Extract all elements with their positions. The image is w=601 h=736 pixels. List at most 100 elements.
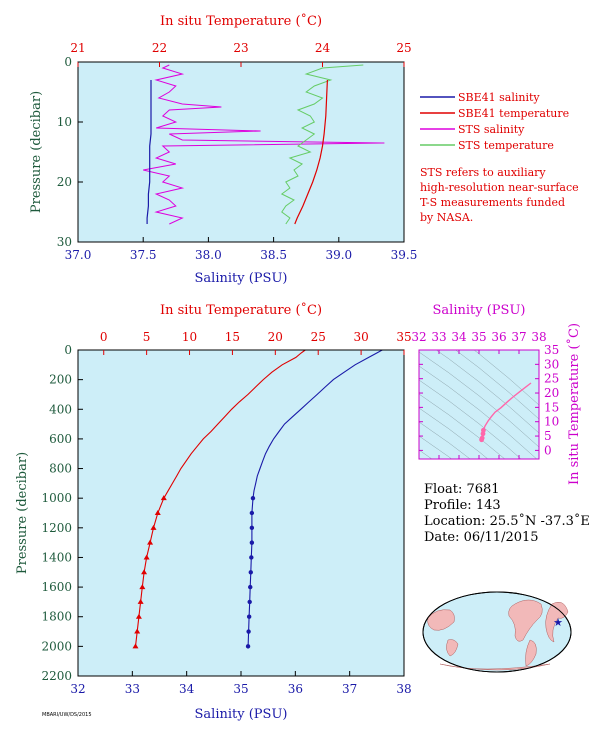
salinity-marker [246,614,252,619]
ts-x-tick-label: 38 [531,330,546,344]
temperature-marker [132,643,139,649]
bottom-x2-tick-label: 0 [100,330,108,344]
bottom-x-tick-label: 33 [125,682,140,696]
bottom-x2-tick-label: 15 [225,330,240,344]
ts-plot-area [419,350,539,459]
top-x2-tick-label: 21 [70,41,85,55]
map-land-south-america [525,639,537,667]
sts-note-line-2: high-resolution near-surface [420,181,579,194]
map-border [422,591,572,673]
density-contour [419,421,471,459]
temperature-marker [147,539,154,545]
location-text: Location: 25.5˚N -37.3˚E [424,513,590,529]
ts-y-tick-label: 5 [544,429,552,443]
top-y-tick-label: 0 [64,55,72,69]
ts-y-tick-label: 10 [544,415,559,429]
bottom-x-tick-label: 38 [396,682,411,696]
top-series-sts-salinity [143,64,385,225]
bottom-y-tick-label: 0 [64,343,72,357]
top-ticks-group: 37.0 37.5 38.0 38.5 39.0 39.5 21 22 23 24 25 0 10 20 3… [57,41,418,262]
top-x2-tick-label: 23 [233,41,248,55]
top-x2-tick-label: 22 [152,41,167,55]
temperature-marker [143,554,150,560]
top-x2-tick-label: 25 [396,41,411,55]
salinity-marker [249,510,255,516]
ts-point [479,435,485,441]
sts-note: STS refers to auxiliary high-resolution … [420,166,579,224]
ts-x-tick-label: 35 [471,330,486,344]
legend-label-sts-salinity: STS salinity [458,123,525,136]
bottom-x-tick-label: 32 [70,682,85,696]
ts-x-tick-label: 37 [511,330,526,344]
ts-point [481,427,486,433]
top-x-tick-label: 39.0 [325,248,352,262]
bottom-x2-tick-label: 30 [353,330,368,344]
bottom-y-label: Pressure (decibar) [15,452,30,574]
top-series-group [143,64,385,225]
top-series-sts-temperature [280,64,364,225]
bottom-x2-tick-label: 5 [143,330,151,344]
bottom-y-tick-label: 1200 [41,521,72,535]
ts-y-tick-label: 20 [544,386,559,400]
density-contour [436,350,539,434]
density-contour [455,350,539,420]
legend-label-sts-temperature: STS temperature [458,139,554,152]
bottom-temperature-line [134,349,306,647]
bottom-x-label: Salinity (PSU) [195,707,288,722]
ts-x-tick-label: 36 [491,330,506,344]
ts-x-label: Salinity (PSU) [433,303,526,318]
top-x-tick-label: 39.5 [391,248,418,262]
salinity-marker [247,599,252,605]
top-x-tick-label: 38.5 [260,248,287,262]
sts-note-line-4: by NASA. [420,211,473,224]
ts-series-group [479,382,532,443]
ts-x-tick-label: 34 [451,330,467,344]
bottom-y-tick-label: 200 [49,373,72,387]
bottom-x-tick-label: 35 [233,682,248,696]
density-contour [419,435,453,459]
ts-y-tick-label: 15 [544,400,559,414]
density-contour [419,351,539,448]
date-text: Date: 06/11/2015 [424,530,539,545]
sts-note-line-3: T-S measurements funded [420,196,565,209]
bottom-x2-tick-label: 25 [311,330,326,344]
ts-y-tick-label: 35 [544,343,559,357]
bottom-y-tick-label: 1600 [41,580,72,594]
legend-label-sbe41-temperature: SBE41 temperature [458,107,569,120]
bottom-x-tick-label: 34 [179,682,195,696]
density-contour [419,365,538,459]
bottom-x-tick-label: 36 [288,682,303,696]
ts-y-tick-label: 30 [544,357,559,371]
bottom-plot-area [78,350,404,676]
source-stamp: MBARI/UW/DS/2015 [42,712,92,718]
salinity-marker [245,644,251,649]
bottom-ticks-group: 32 33 34 35 36 37 38 0 5 10 15 20 25 30 35 0 200 400 600 80… [41,330,411,696]
map-land-americas [508,599,543,642]
salinity-marker [248,584,253,590]
top-x-tick-label: 38.0 [195,248,222,262]
temperature-marker [141,569,148,575]
map-land-asia-west [427,609,455,631]
bottom-y-tick-label: 1000 [41,491,72,505]
salinity-marker [248,570,253,575]
top-y-label: Pressure (decibar) [29,91,44,213]
ts-x-tick-label: 33 [431,330,446,344]
temperature-marker [137,598,144,604]
float-info: Float: 7681 Profile: 143 Location: 25.5˚… [424,482,590,545]
temperature-marker [139,584,146,590]
bottom-y-tick-label: 800 [49,462,72,476]
temperature-marker [150,524,157,530]
bottom-panel: 32 33 34 35 36 37 38 0 5 10 15 20 25 30 35 0 200 400 600 80… [15,302,412,722]
density-contour [419,407,489,459]
bottom-x2-label: In situ Temperature (˚C) [160,302,322,318]
top-legend: SBE41 salinity SBE41 temperature STS sal… [420,91,569,152]
top-series-sbe41-temperature [294,79,328,225]
float-id-text: Float: 7681 [424,482,500,497]
bottom-y-tick-label: 400 [49,402,72,416]
ts-y-tick-label: 25 [544,372,559,386]
top-y-tick-label: 10 [57,115,72,129]
bottom-y-tick-label: 1400 [41,550,72,564]
salinity-marker [249,525,255,531]
